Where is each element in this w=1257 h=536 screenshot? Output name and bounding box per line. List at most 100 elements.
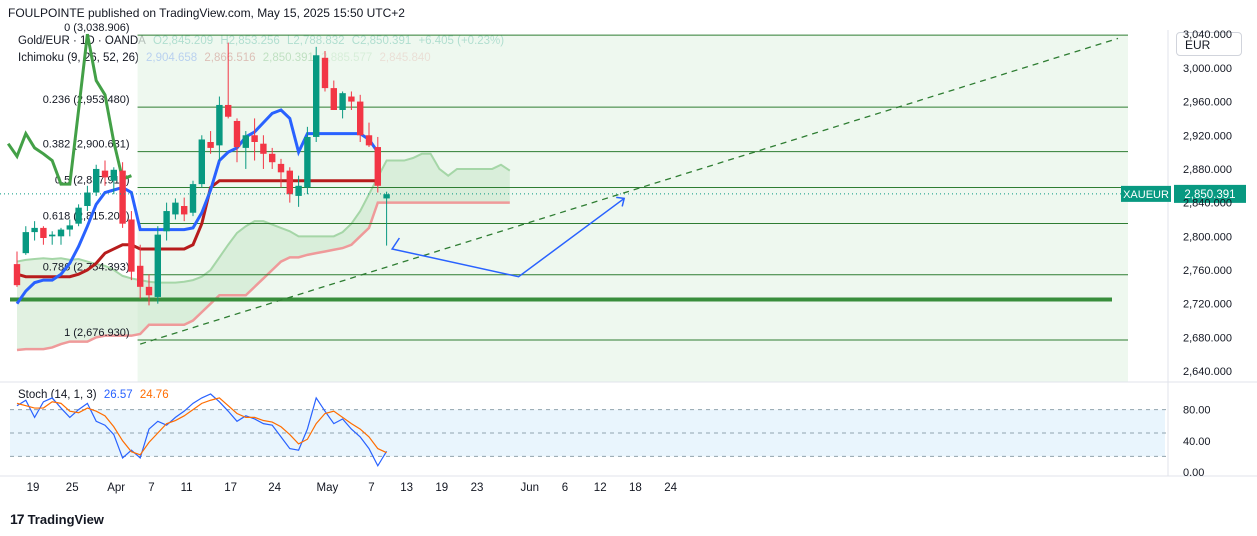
- x-tick-label: May: [317, 482, 339, 494]
- candle-body[interactable]: [93, 168, 100, 193]
- ichimoku-label[interactable]: Ichimoku (9, 26, 52, 26): [18, 52, 139, 64]
- candle-body[interactable]: [75, 207, 82, 224]
- x-tick-label: 13: [400, 482, 413, 494]
- candle-body[interactable]: [383, 194, 390, 199]
- axes: XAUEUR 2,850.3913,040.0003,000.0002,960.0…: [0, 29, 1257, 494]
- candle-body[interactable]: [348, 96, 355, 102]
- candle-body[interactable]: [13, 264, 21, 286]
- candle-body[interactable]: [172, 202, 179, 215]
- symbol-tag-label: XAUEUR: [1123, 189, 1169, 201]
- candle-body[interactable]: [128, 219, 135, 272]
- candle-body[interactable]: [242, 135, 249, 148]
- price-pane: 0 (3,038.906) 0.236 (2,953.480) 0.382 (2,9…: [0, 22, 1168, 382]
- span-b-line: [16, 201, 510, 352]
- symbol-label[interactable]: Gold/EUR · 1D · OANDA: [18, 35, 146, 47]
- change-value: +6.405 (+0.23%): [418, 35, 505, 47]
- fib-label-0.382: 0.382 (2,900.631): [43, 139, 130, 151]
- candle-body[interactable]: [189, 184, 197, 213]
- candle-body[interactable]: [286, 170, 293, 195]
- candle-body[interactable]: [260, 143, 267, 154]
- fib-zone-lower: [137, 339, 1128, 382]
- candle-body[interactable]: [339, 93, 346, 110]
- y-tick-label: 2,680.000: [1183, 332, 1232, 344]
- fib-label-0.786: 0.786 (2,754.393): [43, 262, 130, 274]
- span-b-value: 2,845.840: [379, 52, 431, 64]
- candle-body[interactable]: [84, 192, 91, 206]
- x-tick-label: 11: [181, 482, 193, 494]
- fib-label-0.5: 0.5 (2,857.918): [55, 175, 130, 187]
- kijun-value: 2,866.516: [204, 52, 256, 64]
- x-tick-label: 7: [368, 482, 374, 494]
- x-tick-label: 12: [594, 482, 607, 494]
- x-tick-label: 19: [435, 482, 448, 494]
- candle-body[interactable]: [40, 227, 47, 238]
- tenkan-line: [15, 108, 380, 305]
- candle-body[interactable]: [154, 234, 161, 297]
- y-tick-label: 2,760.000: [1183, 265, 1232, 277]
- stoch-label[interactable]: Stoch (14, 1, 3): [18, 389, 97, 401]
- fib-label-0: 0 (3,038.906): [64, 22, 129, 34]
- y-tick-label: 2,720.000: [1183, 299, 1232, 311]
- x-tick-label: 7: [148, 482, 154, 494]
- y-tick-label: 2,840.000: [1183, 198, 1232, 210]
- candle-body[interactable]: [198, 139, 205, 185]
- candle-body[interactable]: [145, 286, 153, 296]
- ichimoku-legend: Ichimoku (9, 26, 52, 26) 2,904.658 2,866…: [18, 52, 435, 64]
- candle-body[interactable]: [22, 232, 29, 254]
- x-tick-label: 24: [664, 482, 677, 494]
- x-tick-label: 25: [66, 482, 79, 494]
- candle-body[interactable]: [119, 170, 126, 224]
- candle-body[interactable]: [110, 169, 117, 181]
- candle-body[interactable]: [269, 153, 276, 163]
- trend-line[interactable]: [140, 37, 1119, 345]
- candle-body[interactable]: [207, 142, 214, 148]
- y-tick-label: 2,800.000: [1183, 231, 1232, 243]
- candle-body[interactable]: [163, 211, 170, 232]
- candle-body[interactable]: [137, 265, 144, 287]
- stoch-k-line: [16, 393, 388, 467]
- publisher-header: FOULPOINTE published on TradingView.com,…: [8, 6, 405, 20]
- candle-body[interactable]: [295, 185, 302, 196]
- symbol-tag: [1121, 185, 1171, 202]
- x-tick-label: 19: [27, 482, 40, 494]
- candle-body[interactable]: [251, 135, 258, 142]
- candle-body[interactable]: [374, 147, 381, 186]
- candle-body[interactable]: [357, 101, 364, 136]
- x-tick-label: Apr: [107, 482, 125, 494]
- price-tag: [1174, 184, 1246, 203]
- stoch-d-value: 24.76: [139, 389, 169, 401]
- candle-body[interactable]: [216, 104, 223, 146]
- span-a-line: [16, 152, 511, 284]
- candle-body[interactable]: [304, 136, 311, 188]
- tenkan-value: 2,904.658: [146, 52, 198, 64]
- candle-body[interactable]: [66, 225, 73, 230]
- candle-body[interactable]: [225, 104, 232, 117]
- open-value: O2,845.209: [153, 35, 214, 47]
- candle-body[interactable]: [49, 234, 56, 237]
- y-tick-label: 2,640.000: [1183, 366, 1232, 378]
- x-tick-label: 18: [629, 482, 642, 494]
- candle-body[interactable]: [277, 163, 285, 173]
- stoch-d-line: [16, 397, 387, 456]
- main-legend: Gold/EUR · 1D · OANDA O2,845.209 H2,853.…: [18, 35, 508, 47]
- candle-body[interactable]: [57, 229, 65, 237]
- candle-body[interactable]: [181, 206, 188, 215]
- candle-body[interactable]: [330, 88, 337, 110]
- candle-body[interactable]: [313, 55, 320, 137]
- projection-path[interactable]: [390, 197, 625, 278]
- x-tick-label: 17: [224, 482, 237, 494]
- close-value: C2,850.391: [351, 35, 412, 47]
- candle-body[interactable]: [31, 227, 38, 233]
- stoch-k-value: 26.57: [103, 389, 133, 401]
- arrowhead-icon: [616, 196, 626, 207]
- candle-body[interactable]: [365, 135, 373, 146]
- stoch-y-tick-label: 0.00: [1183, 467, 1204, 479]
- stoch-y-tick-label: 40.00: [1183, 436, 1211, 448]
- kijun-line: [16, 179, 378, 279]
- y-tick-label: 2,960.000: [1183, 97, 1232, 109]
- stoch-y-tick-label: 80.00: [1183, 405, 1211, 417]
- candle-body[interactable]: [101, 170, 109, 178]
- candle-body[interactable]: [233, 120, 241, 148]
- currency-button[interactable]: EUR: [1176, 32, 1242, 56]
